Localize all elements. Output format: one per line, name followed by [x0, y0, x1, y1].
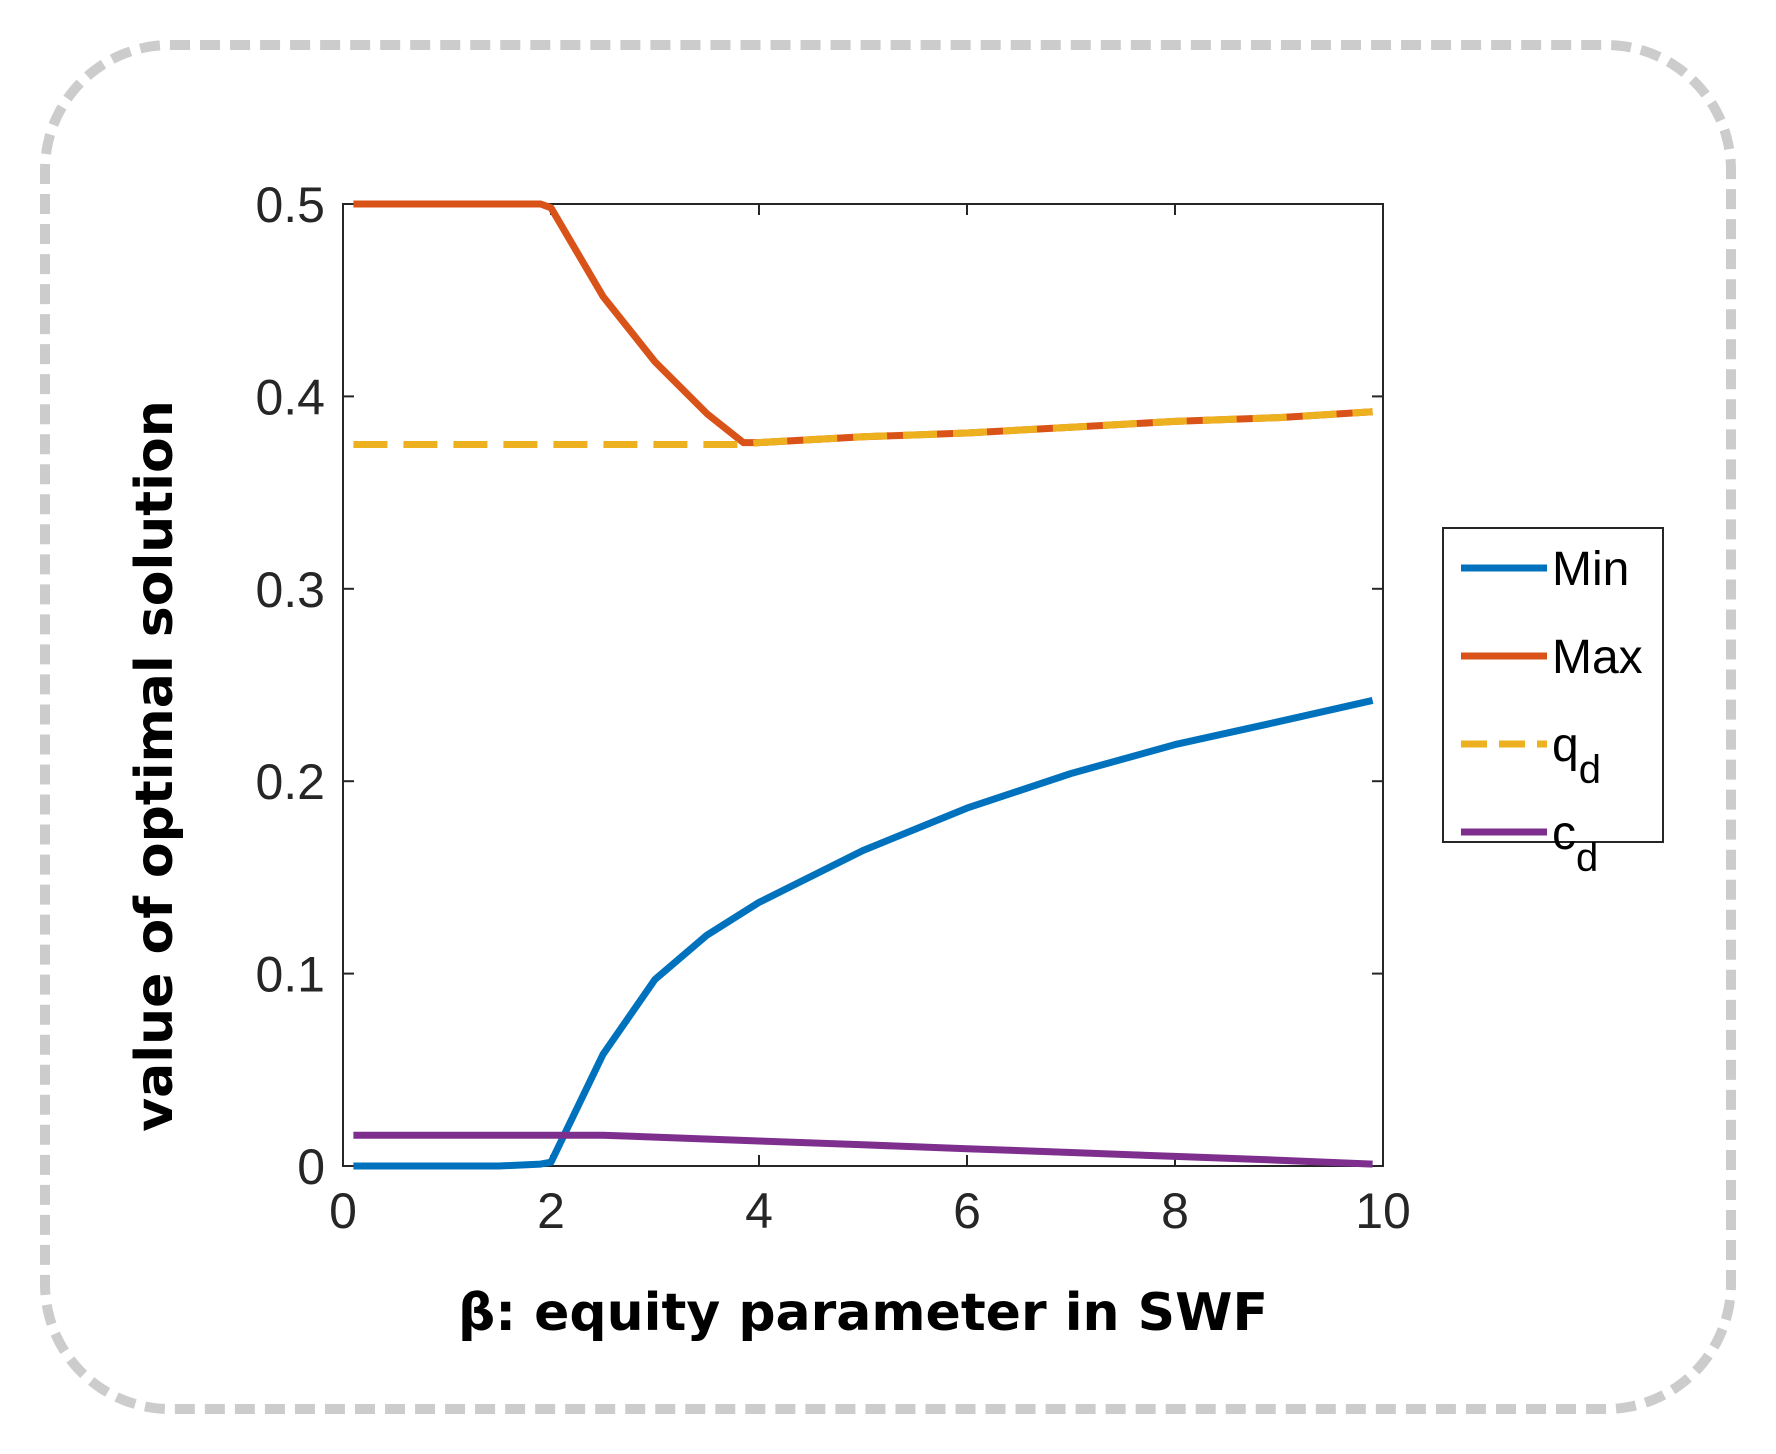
- legend-box: [1442, 527, 1664, 843]
- x-tick-label: 2: [537, 1183, 565, 1239]
- y-tick-label: 0.1: [255, 947, 325, 1003]
- series-lines: [353, 200, 1374, 1170]
- legend-label: Max: [1552, 631, 1643, 684]
- x-tick-label: 6: [953, 1183, 981, 1239]
- y-tick-label: 0.5: [255, 177, 325, 233]
- plot-area: [342, 203, 1384, 1167]
- series-line-qd: [353, 408, 1373, 448]
- legend: Min Max qd cd: [1442, 527, 1664, 880]
- x-tick-label: 8: [1161, 1183, 1189, 1239]
- y-tick-label: 0.2: [255, 754, 325, 810]
- x-axis-label: β: equity parameter in SWF: [458, 1283, 1268, 1343]
- x-tick-label: 10: [1355, 1183, 1411, 1239]
- y-axis-label: value of optimal solution: [125, 400, 185, 1131]
- dashed-frame: [40, 40, 1736, 1414]
- series-line-cd: [353, 1131, 1373, 1168]
- y-tick-label: 0: [297, 1139, 325, 1195]
- legend-label: qd: [1552, 719, 1601, 792]
- legend-label: cd: [1552, 807, 1598, 880]
- series-line-min: [353, 696, 1374, 1170]
- x-tick-label: 4: [745, 1183, 773, 1239]
- x-tick-label: 0: [329, 1183, 357, 1239]
- tick-labels: 0 2 4 6 8 10 0 0.1 0.2 0.3 0.4 0.5: [255, 177, 1410, 1239]
- legend-label: Min: [1552, 543, 1629, 596]
- y-tick-label: 0.4: [255, 369, 325, 425]
- y-tick-label: 0.3: [255, 562, 325, 618]
